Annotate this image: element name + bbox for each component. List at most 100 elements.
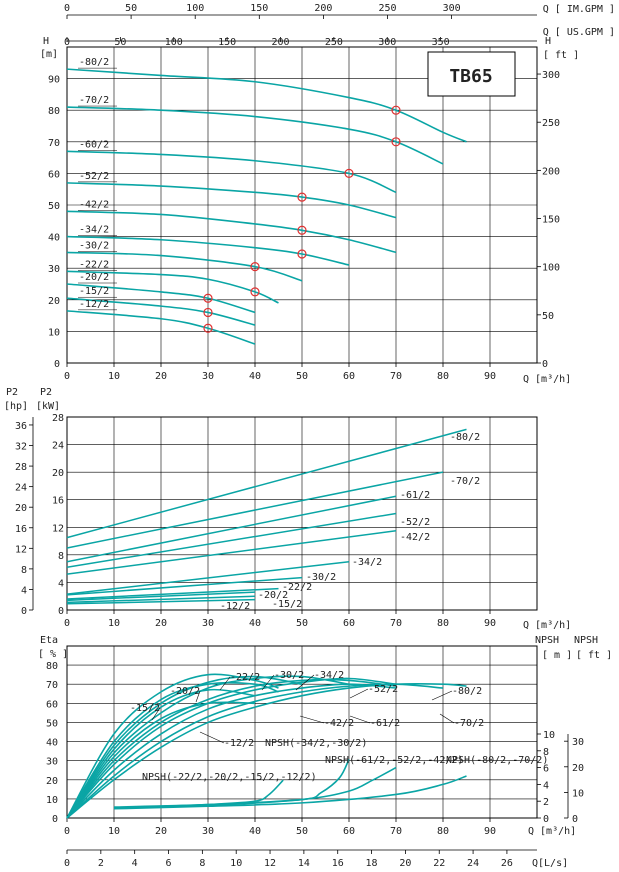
leader-line (431, 690, 453, 701)
series-label-head: -80/2 (79, 57, 109, 68)
tick-label-power-kw: 12 (52, 523, 64, 534)
tick-label-q: 50 (296, 371, 308, 382)
tick-label-q: 60 (343, 371, 355, 382)
series-label-head: -30/2 (79, 240, 109, 251)
head-curve (66, 251, 303, 282)
tick-label-eta: 60 (46, 699, 58, 710)
tick-label-q: 90 (484, 618, 496, 629)
bep-marker (250, 262, 260, 272)
bep-marker (391, 137, 401, 147)
tick-label-q: 90 (484, 826, 496, 837)
power-curve (66, 576, 303, 596)
series-label-head: -42/2 (79, 199, 109, 210)
power-curve (66, 428, 467, 539)
power-curve (66, 595, 256, 604)
tick-label-head-m: 0 (54, 359, 60, 370)
leader-line (349, 688, 369, 699)
npsh-label-a: NPSH(-22/2,-20/2,-15/2,-12/2) (142, 772, 317, 783)
series-label-power: -15/2 (272, 599, 302, 610)
head-curve (66, 210, 397, 254)
axis-unit-power-hp: [hp] (4, 401, 28, 412)
series-label-eff: -22/2 (230, 672, 260, 683)
tick-label-q: 70 (390, 371, 402, 382)
power-curve (66, 598, 256, 605)
tick-label-us: 50 (114, 37, 126, 48)
tick-label-q: 0 (64, 826, 70, 837)
npsh-label-d: NPSH(-80/2,-70/2) (446, 755, 548, 766)
leader-line (439, 713, 455, 724)
tick-label-ls: 4 (132, 858, 138, 869)
series-label-eff: -42/2 (324, 718, 354, 729)
axis-label-eta: Eta (40, 635, 58, 646)
head-curve (66, 283, 256, 314)
tick-label-q: 40 (249, 618, 261, 629)
axis-label-q-ls: Q[L/s] (532, 858, 568, 869)
tick-label-ls: 12 (264, 858, 276, 869)
tick-label-eta: 70 (46, 680, 58, 691)
eff-curve (66, 673, 279, 819)
curves-layer (66, 68, 467, 819)
head-curve (66, 270, 279, 304)
tick-label-q: 20 (155, 618, 167, 629)
tick-label-q: 80 (437, 371, 449, 382)
series-label-head: -20/2 (79, 272, 109, 283)
axis-label-us-gpm: Q [ US.GPM ] (543, 27, 615, 38)
eff-curve (66, 701, 256, 819)
tick-label-q: 50 (296, 618, 308, 629)
power-curve (66, 495, 397, 563)
tick-label-q: 10 (108, 371, 120, 382)
tick-label-eta: 40 (46, 738, 58, 749)
head-curve (66, 68, 467, 143)
series-label-eff: -52/2 (368, 684, 398, 695)
tick-label-head-m: 30 (48, 264, 60, 275)
series-label-head: -22/2 (79, 259, 109, 270)
head-curve (66, 310, 256, 345)
tick-label-ls: 20 (399, 858, 411, 869)
tick-label-ls: 26 (501, 858, 513, 869)
tick-label-power-hp: 4 (21, 585, 27, 596)
tick-label-npsh-m: 4 (543, 780, 549, 791)
tick-label-head-ft: 150 (542, 215, 560, 226)
npsh-curve (113, 779, 284, 809)
chart-title: TB65 (449, 66, 492, 87)
bep-marker (203, 307, 213, 318)
axis-label-power-kw: P2 (40, 387, 52, 398)
tick-label-us: 250 (325, 37, 343, 48)
axis-unit-head-right: [ ft ] (543, 50, 579, 61)
tick-label-imp: 300 (443, 3, 461, 14)
tick-label-imp: 100 (186, 3, 204, 14)
tick-label-q: 20 (155, 826, 167, 837)
npsh-curve (113, 758, 350, 808)
bep-marker (297, 225, 307, 235)
bep-marker (203, 293, 213, 303)
tick-label-head-ft: 200 (542, 166, 560, 177)
tick-label-us: 300 (378, 37, 396, 48)
leader-line (349, 715, 371, 724)
tick-label-q: 10 (108, 618, 120, 629)
tick-label-q: 80 (437, 826, 449, 837)
series-label-power: -70/2 (450, 476, 480, 487)
tick-label-ls: 6 (166, 858, 172, 869)
tick-label-q: 70 (390, 826, 402, 837)
model-box: TB65 (427, 51, 516, 97)
eff-curve (66, 675, 303, 819)
tick-label-npsh-m: 10 (543, 730, 555, 741)
tick-label-npsh-m: 0 (543, 814, 549, 825)
series-label-eff: -20/2 (170, 686, 200, 697)
leader-line (199, 731, 225, 744)
tick-label-q: 30 (202, 826, 214, 837)
axis-label-power-hp: P2 (6, 387, 18, 398)
tick-label-head-ft: 50 (542, 311, 554, 322)
tick-label-ls: 8 (199, 858, 205, 869)
leader-line (151, 707, 161, 721)
axis-unit-npsh-ft: [ ft ] (576, 650, 612, 661)
head-curve (66, 297, 256, 326)
npsh-label-b: NPSH(-34/2,-30/2) (265, 738, 367, 749)
leader-line (299, 715, 325, 724)
tick-label-head-ft: 0 (542, 359, 548, 370)
series-label-head: -70/2 (79, 95, 109, 106)
tick-label-ls: 16 (332, 858, 344, 869)
tick-label-imp: 200 (314, 3, 332, 14)
tick-label-power-hp: 16 (15, 524, 27, 535)
tick-label-power-hp: 28 (15, 462, 27, 473)
